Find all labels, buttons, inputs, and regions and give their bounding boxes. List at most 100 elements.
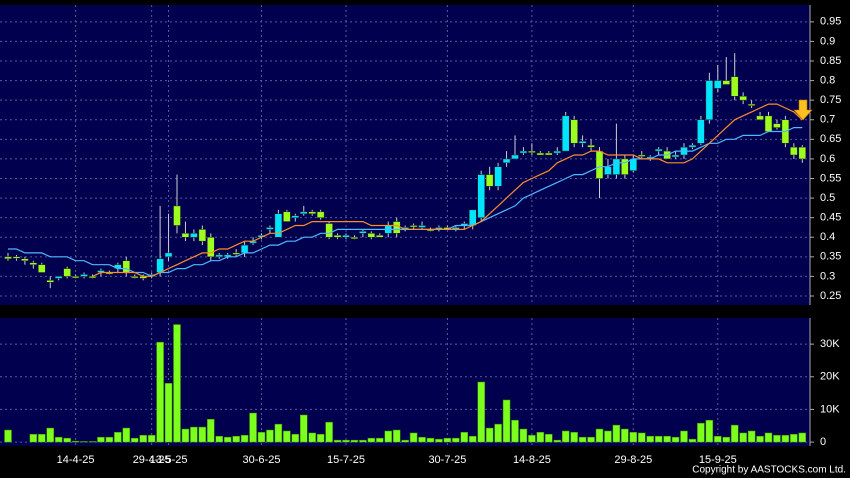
volume-bar [739, 432, 747, 443]
volume-bar [705, 419, 714, 443]
candle-body [21, 258, 29, 261]
x-tick-label: 30-6-25 [243, 454, 281, 466]
volume-bar [38, 433, 46, 443]
candle-body [621, 158, 629, 175]
volume-bar [688, 438, 697, 443]
candle-body [29, 262, 38, 265]
volume-bar [629, 432, 638, 443]
volume-bar [730, 424, 739, 443]
candle-body [764, 115, 773, 132]
volume-bar [536, 432, 545, 443]
candle-body [207, 236, 215, 258]
candle-body [494, 166, 502, 187]
candle-body [359, 231, 367, 234]
volume-bar [764, 432, 773, 443]
volume-bar [164, 383, 173, 443]
candle-body [545, 152, 553, 156]
candle-body [156, 258, 164, 273]
candle-body [54, 276, 63, 279]
price-panel [0, 5, 810, 305]
volume-bar [570, 432, 578, 443]
candle-body [80, 274, 88, 277]
copyright: Copyright by AASTOCKS.com Ltd. [692, 465, 846, 476]
y-tick-label: 0.7 [820, 114, 835, 126]
candle-body [773, 123, 781, 128]
candle-body [570, 119, 578, 144]
volume-bar [392, 429, 401, 443]
candle-body [300, 211, 308, 214]
volume-bar [553, 439, 561, 443]
volume-bar [274, 423, 283, 443]
volume-bar [519, 428, 528, 443]
candle-body [485, 174, 494, 187]
volume-bar [291, 433, 300, 443]
volume-bar [697, 422, 705, 443]
volume-bar [384, 430, 392, 443]
volume-bar [223, 436, 232, 443]
x-tick-label: 13-5-25 [150, 454, 188, 466]
y-tick-label: 0.75 [820, 94, 841, 106]
candle-body [376, 235, 384, 238]
volume-bar [240, 434, 249, 443]
candle-body [595, 150, 604, 179]
volume-bar [283, 430, 291, 443]
volume-bar [131, 437, 139, 443]
volume-bar [232, 435, 240, 443]
candle-body [240, 244, 249, 254]
volume-bar [409, 432, 418, 443]
volume-bar [257, 432, 266, 443]
ma-line [92, 103, 803, 277]
candle-body [122, 260, 131, 273]
volume-panel [0, 318, 810, 446]
candle-body [333, 235, 342, 238]
volume-bar [485, 427, 494, 443]
volume-bar [333, 439, 342, 443]
candle-body [131, 276, 139, 279]
volume-bar [494, 423, 502, 443]
y-tick-label: 0.35 [820, 251, 841, 263]
candle-body [181, 233, 190, 238]
volume-bar [325, 421, 333, 443]
candle-body [739, 96, 747, 101]
volume-bar [714, 435, 722, 443]
volume-bar [207, 418, 215, 443]
candle-body [12, 256, 21, 259]
volume-bar [781, 434, 790, 443]
candle-body [553, 150, 561, 154]
candle-body [705, 80, 714, 121]
candle-body [38, 264, 46, 273]
volume-bar [502, 399, 511, 443]
candle-body [697, 119, 705, 144]
volume-bar [88, 441, 97, 443]
volume-bar [63, 437, 71, 443]
candle-body [316, 211, 325, 218]
volume-bar [4, 429, 12, 443]
volume-bar [511, 419, 519, 443]
volume-bar [97, 436, 105, 443]
y-tick-label: 0.55 [820, 172, 841, 184]
x-tick-label: 15-9-25 [699, 454, 737, 466]
volume-bar [426, 437, 435, 443]
volume-bar [528, 434, 536, 443]
volume-bar [452, 437, 460, 443]
volume-bar [545, 433, 553, 443]
candle-body [283, 211, 291, 222]
volume-bar [114, 432, 122, 443]
volume-bar [54, 436, 63, 443]
candle-body [587, 144, 595, 148]
volume-bar [316, 433, 325, 443]
volume-bar [747, 430, 756, 443]
volume-bar [654, 435, 663, 443]
candle-body [477, 174, 485, 218]
candle-body [511, 154, 519, 160]
y-tick-label: 0.9 [820, 35, 835, 47]
y-tick-label: 0.4 [820, 231, 835, 243]
y-tick-label: 30K [820, 338, 840, 350]
candle-body [578, 141, 587, 144]
volume-bar [350, 439, 359, 443]
volume-bar [798, 432, 807, 443]
candle-body [367, 233, 376, 238]
candle-body [604, 166, 612, 175]
volume-bar [71, 440, 80, 443]
candle-body [198, 229, 207, 242]
